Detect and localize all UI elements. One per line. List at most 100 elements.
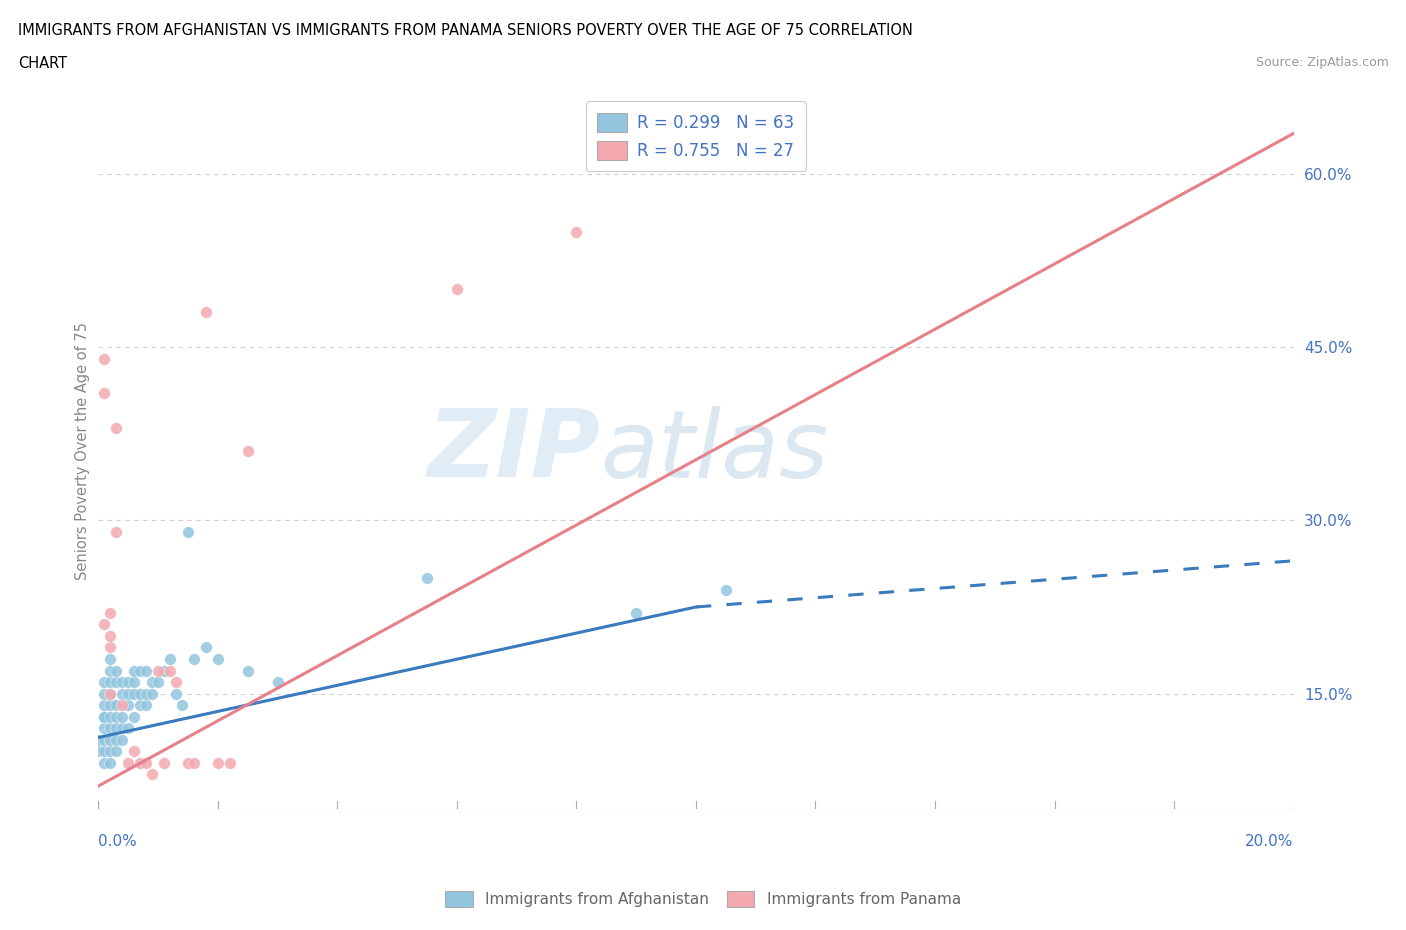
Text: 20.0%: 20.0%: [1246, 834, 1294, 849]
Point: [177, 755, 200, 770]
Point: [111, 732, 134, 747]
Point: [111, 674, 134, 689]
Point: [416, 571, 439, 586]
Point: [100, 605, 122, 620]
Point: [93, 686, 115, 701]
Text: atlas: atlas: [600, 405, 828, 497]
Point: [105, 698, 128, 712]
Point: [105, 710, 128, 724]
Point: [93, 744, 115, 759]
Point: [111, 710, 134, 724]
Point: [219, 755, 242, 770]
Point: [129, 698, 152, 712]
Point: [117, 755, 139, 770]
Point: [100, 686, 122, 701]
Point: [117, 674, 139, 689]
Point: [124, 710, 146, 724]
Point: [87, 732, 110, 747]
Point: [100, 674, 122, 689]
Text: IMMIGRANTS FROM AFGHANISTAN VS IMMIGRANTS FROM PANAMA SENIORS POVERTY OVER THE A: IMMIGRANTS FROM AFGHANISTAN VS IMMIGRANT…: [18, 23, 912, 38]
Point: [446, 282, 468, 297]
Point: [135, 663, 157, 678]
Point: [183, 652, 205, 667]
Point: [135, 686, 157, 701]
Text: Source: ZipAtlas.com: Source: ZipAtlas.com: [1256, 56, 1389, 69]
Point: [105, 744, 128, 759]
Point: [111, 698, 134, 712]
Point: [100, 686, 122, 701]
Point: [93, 674, 115, 689]
Point: [93, 352, 115, 366]
Point: [153, 755, 176, 770]
Point: [141, 686, 163, 701]
Point: [153, 663, 176, 678]
Point: [111, 721, 134, 736]
Point: [135, 755, 157, 770]
Point: [207, 652, 229, 667]
Point: [135, 698, 157, 712]
Point: [100, 640, 122, 655]
Point: [100, 629, 122, 644]
Point: [105, 525, 128, 539]
Point: [93, 732, 115, 747]
Point: [714, 582, 737, 597]
Point: [195, 305, 218, 320]
Point: [100, 755, 122, 770]
Point: [100, 663, 122, 678]
Point: [93, 698, 115, 712]
Text: ZIP: ZIP: [427, 405, 600, 497]
Point: [87, 744, 110, 759]
Point: [207, 755, 229, 770]
Point: [165, 674, 187, 689]
Point: [100, 744, 122, 759]
Point: [159, 652, 181, 667]
Point: [129, 663, 152, 678]
Point: [129, 755, 152, 770]
Point: [105, 721, 128, 736]
Point: [93, 710, 115, 724]
Legend: R = 0.299   N = 63, R = 0.755   N = 27: R = 0.299 N = 63, R = 0.755 N = 27: [586, 101, 806, 171]
Point: [93, 617, 115, 631]
Point: [100, 698, 122, 712]
Point: [177, 525, 200, 539]
Point: [100, 732, 122, 747]
Point: [93, 721, 115, 736]
Point: [165, 686, 187, 701]
Point: [172, 698, 194, 712]
Point: [124, 674, 146, 689]
Y-axis label: Seniors Poverty Over the Age of 75: Seniors Poverty Over the Age of 75: [75, 322, 90, 580]
Point: [124, 663, 146, 678]
Point: [148, 663, 170, 678]
Point: [105, 663, 128, 678]
Point: [117, 698, 139, 712]
Point: [159, 663, 181, 678]
Point: [565, 224, 588, 239]
Point: [117, 721, 139, 736]
Point: [124, 744, 146, 759]
Point: [111, 686, 134, 701]
Point: [100, 721, 122, 736]
Point: [195, 640, 218, 655]
Point: [183, 755, 205, 770]
Point: [236, 663, 259, 678]
Point: [93, 755, 115, 770]
Text: CHART: CHART: [18, 56, 67, 71]
Point: [129, 686, 152, 701]
Point: [626, 605, 648, 620]
Point: [100, 710, 122, 724]
Point: [105, 674, 128, 689]
Point: [141, 674, 163, 689]
Legend: Immigrants from Afghanistan, Immigrants from Panama: Immigrants from Afghanistan, Immigrants …: [439, 884, 967, 913]
Point: [267, 674, 290, 689]
Point: [93, 710, 115, 724]
Point: [117, 686, 139, 701]
Point: [105, 420, 128, 435]
Point: [148, 674, 170, 689]
Point: [124, 686, 146, 701]
Point: [105, 732, 128, 747]
Text: 0.0%: 0.0%: [98, 834, 138, 849]
Point: [100, 652, 122, 667]
Point: [93, 386, 115, 401]
Point: [141, 767, 163, 782]
Point: [236, 444, 259, 458]
